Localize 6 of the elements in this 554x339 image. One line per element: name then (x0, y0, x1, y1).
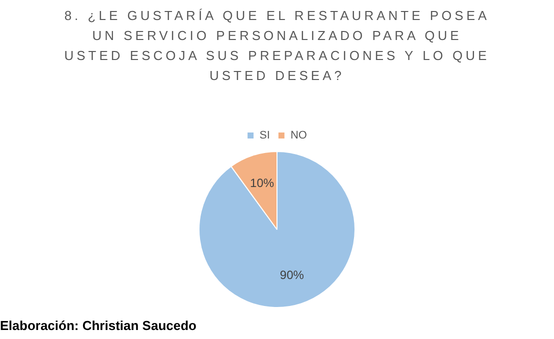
data-label: 10% (250, 176, 274, 190)
legend-label: SI (260, 130, 270, 142)
legend-label: NO (290, 130, 308, 142)
data-label: 90% (280, 268, 304, 282)
chart-title: 8. ¿LE GUSTARÍA QUE EL RESTAURANTE POSEA UN SERVICIO PERSONALIZADO PARA QUE USTED ESCOJA SUS PREPARACIONES Y LO QUE USTED DESEA? (63, 7, 491, 85)
text: Elaboración: Christian Saucedo (0, 318, 196, 333)
